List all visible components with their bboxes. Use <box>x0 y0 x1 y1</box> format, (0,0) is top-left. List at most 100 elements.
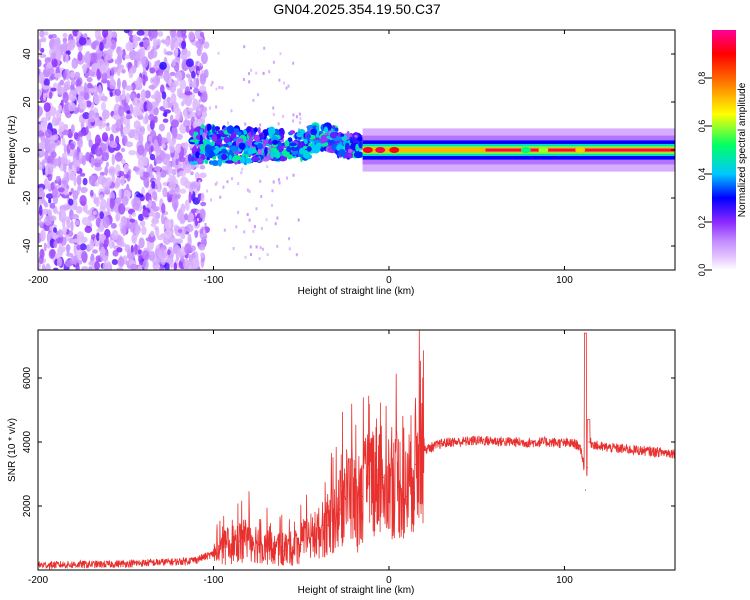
noise-blob <box>88 88 97 93</box>
noise-blob <box>116 267 124 270</box>
noise-blob <box>180 176 188 187</box>
snr-point <box>212 553 215 555</box>
noise-blob <box>79 172 86 177</box>
noise-blob <box>184 108 188 121</box>
noise-blob <box>85 125 89 135</box>
noise-blob <box>53 205 58 214</box>
noise-dot <box>235 225 238 229</box>
noise-blob <box>202 106 208 113</box>
noise-blob <box>42 91 47 101</box>
noise-blob <box>44 202 49 208</box>
noise-blob <box>178 170 187 177</box>
noise-blob <box>195 65 200 76</box>
noise-blob <box>61 177 68 189</box>
noise-blob <box>73 244 77 255</box>
noise-blob <box>162 187 168 198</box>
head-blob <box>349 137 353 141</box>
noise-blob <box>115 119 122 128</box>
head-blob <box>268 126 276 136</box>
noise-blob <box>78 151 83 159</box>
noise-blob <box>82 63 87 74</box>
noise-blob <box>101 72 108 84</box>
noise-dot <box>242 78 245 81</box>
noise-blob <box>118 50 124 56</box>
noise-blob <box>109 168 115 174</box>
noise-blob <box>176 36 183 44</box>
snr-point <box>335 515 337 517</box>
noise-dot <box>288 237 291 241</box>
noise-dot <box>295 115 298 119</box>
snr-point <box>362 495 364 497</box>
snr-point <box>177 561 179 563</box>
noise-blob <box>74 220 80 226</box>
x-tick-label: -100 <box>203 575 223 586</box>
noise-blob <box>120 147 126 153</box>
noise-blob <box>161 91 167 100</box>
noise-blob <box>148 199 152 208</box>
head-blob <box>211 134 218 142</box>
head-blob <box>206 123 212 132</box>
noise-blob <box>150 77 154 84</box>
noise-blob <box>185 224 194 233</box>
noise-blob <box>132 106 139 118</box>
head-blob <box>245 157 253 164</box>
noise-blob <box>179 111 183 122</box>
noise-blob <box>87 38 92 47</box>
noise-blob <box>125 115 133 120</box>
noise-dot <box>198 180 201 184</box>
noise-blob <box>44 129 53 138</box>
noise-dot <box>248 80 251 84</box>
noise-blob <box>169 256 174 269</box>
x-tick-label: -200 <box>28 575 48 586</box>
noise-blob <box>88 110 97 123</box>
noise-blob <box>79 243 87 251</box>
head-blob <box>306 146 312 152</box>
noise-blob <box>39 30 45 38</box>
noise-dot <box>198 99 201 103</box>
noise-blob <box>136 93 141 99</box>
snr-point <box>528 442 530 444</box>
noise-dot <box>203 230 206 233</box>
train-blob <box>575 147 586 153</box>
noise-blob <box>89 52 97 63</box>
noise-blob <box>159 61 167 70</box>
noise-blob <box>150 30 158 38</box>
snr-point <box>388 483 390 485</box>
noise-blob <box>129 218 136 223</box>
noise-blob <box>108 32 113 39</box>
snr-point <box>402 489 404 491</box>
head-blob <box>235 131 242 136</box>
noise-blob <box>163 70 170 82</box>
noise-blob <box>149 153 156 161</box>
noise-blob <box>62 92 69 104</box>
noise-blob <box>183 119 191 128</box>
noise-blob <box>186 73 191 79</box>
noise-blob <box>61 137 66 147</box>
head-blob <box>272 139 279 145</box>
noise-blob <box>93 94 101 105</box>
head-blob <box>212 125 216 134</box>
head-blob <box>222 143 229 147</box>
head-blob <box>264 146 268 156</box>
snr-ylabel: SNR (10 * v/v) <box>7 418 18 482</box>
noise-dot <box>286 176 288 180</box>
head-blob <box>315 125 320 131</box>
noise-dot <box>257 93 259 97</box>
noise-blob <box>175 238 183 244</box>
head-blob <box>284 140 290 147</box>
snr-panel: -200 -100 0 100 2000 4000 6000 Height of strai… <box>7 329 676 596</box>
noise-blob <box>94 261 100 270</box>
noise-blob <box>62 217 66 229</box>
noise-blob <box>172 127 178 139</box>
noise-blob <box>67 39 75 51</box>
noise-blob <box>138 133 144 144</box>
head-blob <box>304 138 308 145</box>
noise-blob <box>183 258 190 270</box>
noise-dot <box>272 60 275 64</box>
head-blob <box>217 130 224 134</box>
noise-blob <box>150 94 157 100</box>
noise-dot <box>206 189 208 193</box>
noise-blob <box>85 151 91 162</box>
noise-blob <box>196 47 202 57</box>
